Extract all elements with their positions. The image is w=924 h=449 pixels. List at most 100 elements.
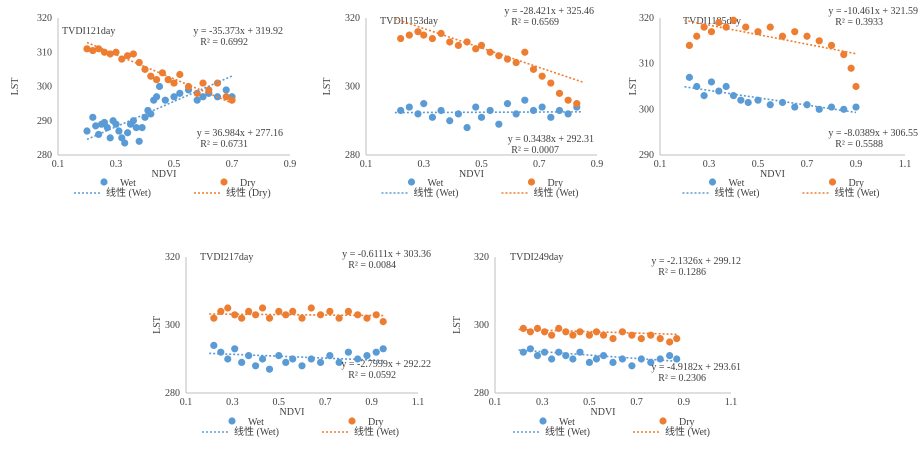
trend-equation: y = -28.421x + 325.46 xyxy=(504,6,594,17)
legend-marker xyxy=(100,178,108,186)
data-point xyxy=(147,72,155,80)
data-point xyxy=(533,324,542,332)
chart-title: TVDI121day xyxy=(62,26,115,37)
data-point xyxy=(106,50,114,58)
x-tick-label: 0.5 xyxy=(168,159,181,170)
data-point xyxy=(141,65,149,73)
data-point xyxy=(521,96,529,104)
data-point xyxy=(92,122,100,130)
data-point xyxy=(164,76,172,84)
data-point xyxy=(155,82,164,91)
legend-marker xyxy=(220,178,228,186)
data-point xyxy=(205,86,213,94)
data-point xyxy=(170,93,178,101)
data-point xyxy=(252,311,260,319)
legend-label: Wet xyxy=(120,178,136,189)
data-point xyxy=(83,127,91,135)
data-point xyxy=(791,28,799,36)
data-point xyxy=(472,45,480,53)
x-tick-label: 0.3 xyxy=(418,159,431,170)
data-point xyxy=(519,348,527,356)
data-point xyxy=(538,103,546,111)
data-point xyxy=(766,23,774,31)
data-point xyxy=(420,31,428,39)
data-point xyxy=(693,82,701,91)
r-squared-label: R² = 0.6569 xyxy=(511,17,559,28)
data-point xyxy=(609,335,617,343)
data-point xyxy=(428,113,437,121)
data-point xyxy=(132,124,140,132)
data-point xyxy=(547,113,555,121)
chart-panel-4: 0.1 0.3 0.5 0.7 0.9 1.1 280 300 320 NDVI LST TVDI21… xyxy=(152,249,431,438)
data-point xyxy=(112,120,120,128)
legend-label: 线性 (Dry) xyxy=(226,186,271,199)
series-wet xyxy=(397,96,581,132)
data-point xyxy=(326,307,334,315)
data-point xyxy=(217,307,225,315)
trendline xyxy=(684,19,857,55)
x-tick-label: 0.1 xyxy=(360,159,373,170)
data-point xyxy=(540,328,549,336)
chart-title: TVDI1153day xyxy=(380,16,438,27)
r-squared-label: R² = 0.3933 xyxy=(835,17,883,28)
data-point xyxy=(576,348,584,356)
trend-equation: y = -2.1326x + 299.12 xyxy=(651,256,741,267)
series-dry xyxy=(519,324,681,346)
y-tick-label: 290 xyxy=(639,150,654,161)
data-point xyxy=(463,124,471,132)
legend-marker xyxy=(407,178,416,186)
legend-label: Wet xyxy=(559,417,575,428)
data-point xyxy=(372,311,380,319)
data-point xyxy=(106,134,114,142)
trendline xyxy=(518,349,677,363)
r-squared-label: R² = 0.0084 xyxy=(348,260,396,271)
r-squared-label: R² = 0.1286 xyxy=(658,267,706,278)
data-point xyxy=(282,358,290,366)
legend-marker xyxy=(539,417,547,425)
data-point xyxy=(538,72,546,80)
data-point xyxy=(569,331,577,339)
legend-label: 线性 (Wet) xyxy=(106,186,151,199)
y-axis-label: LST xyxy=(628,78,639,96)
data-point xyxy=(217,348,225,356)
data-point xyxy=(344,348,352,356)
data-point xyxy=(852,82,860,91)
data-point xyxy=(307,304,315,312)
y-tick-label: 310 xyxy=(37,47,52,58)
data-point xyxy=(158,69,166,77)
y-tick-label: 320 xyxy=(474,252,489,263)
series-wet xyxy=(685,73,860,113)
data-point xyxy=(397,106,405,115)
r-squared-label: R² = 0.2306 xyxy=(658,373,706,384)
data-point xyxy=(585,358,594,366)
r-squared-label: R² = 0.5588 xyxy=(835,139,883,150)
data-point xyxy=(147,110,155,118)
data-point xyxy=(548,331,556,339)
data-point xyxy=(766,101,774,109)
data-point xyxy=(153,76,161,84)
data-point xyxy=(656,335,664,343)
y-tick-label: 300 xyxy=(165,320,180,331)
data-point xyxy=(512,58,520,67)
data-point xyxy=(840,105,848,113)
data-point xyxy=(592,355,601,363)
data-point xyxy=(637,335,645,343)
data-point xyxy=(193,96,201,104)
data-point xyxy=(83,45,91,53)
chart-panel-1: 0.1 0.3 0.5 0.7 0.9 280 290 300 310 320 NDVI LST TVD… xyxy=(10,13,296,199)
y-tick-label: 280 xyxy=(165,388,180,399)
data-point xyxy=(420,100,428,108)
trend-equation: y = -35.373x + 319.92 xyxy=(193,26,283,37)
data-point xyxy=(852,103,860,111)
x-tick-label: 0.1 xyxy=(52,159,65,170)
data-point xyxy=(564,110,572,118)
series-wet xyxy=(519,345,681,370)
data-point xyxy=(210,341,218,349)
data-point xyxy=(700,92,708,100)
legend-label: Wet xyxy=(729,178,745,189)
chart-title: TVDI249day xyxy=(510,252,563,263)
data-point xyxy=(245,352,253,360)
data-point xyxy=(666,338,674,346)
x-tick-label: 0.1 xyxy=(654,159,667,170)
